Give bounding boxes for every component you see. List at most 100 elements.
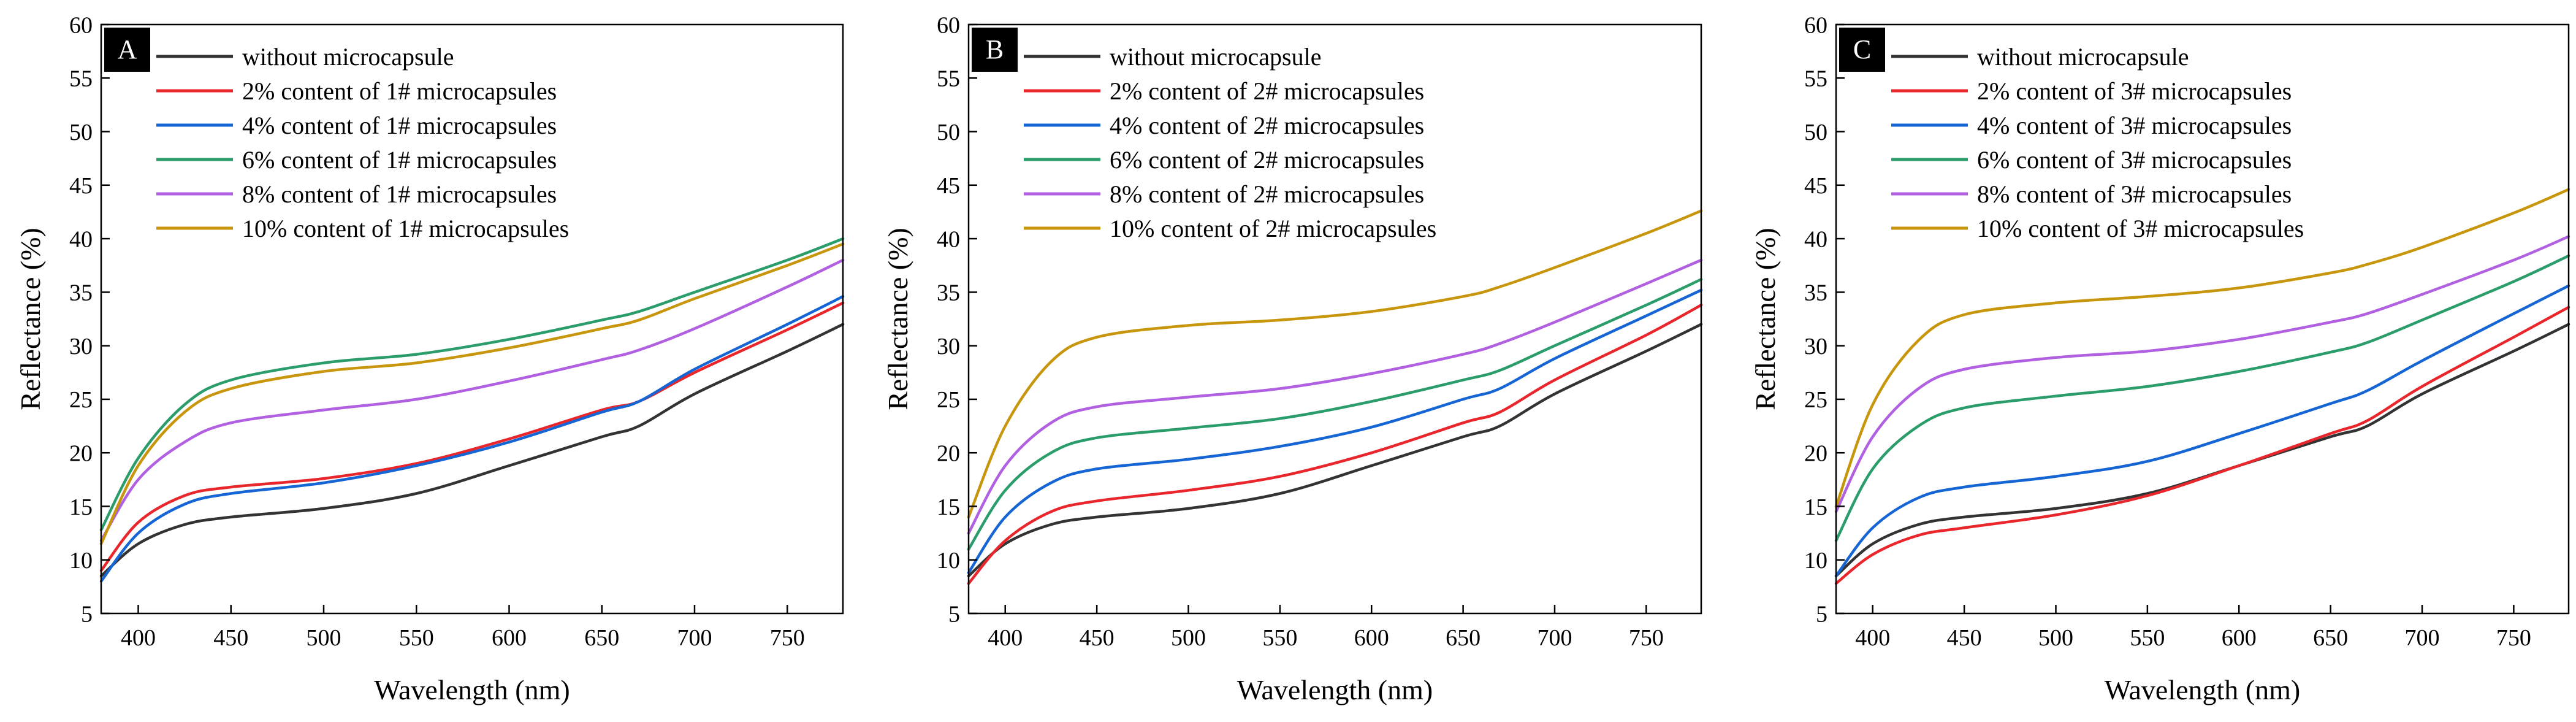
y-tick-label: 45: [1804, 173, 1827, 199]
y-axis-title: Reflectance (%): [1750, 228, 1781, 410]
series-line-1: [1834, 323, 2570, 578]
legend-label-6: 10% content of 2# microcapsules: [1110, 215, 1436, 242]
legend: without microcapsule 2% content of 1# mic…: [156, 43, 569, 242]
y-tick-label: 60: [1804, 12, 1827, 38]
y-tick-label: 55: [69, 66, 93, 92]
x-tick-label: 700: [2405, 625, 2440, 651]
panel-label: A: [118, 34, 137, 64]
legend-label-6: 10% content of 3# microcapsules: [1977, 215, 2304, 242]
y-tick-label: 5: [1816, 601, 1827, 627]
legend-label-3: 4% content of 1# microcapsules: [242, 112, 557, 139]
series-line-5: [99, 258, 845, 542]
y-tick-label: 60: [69, 12, 93, 38]
y-tick-label: 50: [1804, 120, 1827, 145]
y-axis: 5 10 15 20 25 30 35 40 45 50 55 60: [69, 12, 110, 627]
legend-label-1: without microcapsule: [1977, 43, 2189, 71]
series-line-5: [1834, 235, 2570, 513]
legend: without microcapsule 2% content of 2# mic…: [1024, 43, 1436, 242]
y-tick-label: 40: [1804, 226, 1827, 252]
chart-panel-a: 5 10 15 20 25 30 35 40 45 50 55 60 400 450 500 550 600 65…: [15, 12, 845, 705]
y-tick-label: 15: [69, 494, 93, 520]
series-line-6: [99, 242, 845, 545]
y-tick-label: 50: [69, 120, 93, 145]
y-tick-label: 20: [937, 440, 960, 466]
x-tick-label: 600: [492, 625, 527, 651]
legend-label-4: 6% content of 3# microcapsules: [1977, 146, 2292, 174]
y-tick-label: 30: [69, 334, 93, 359]
panel-label: C: [1853, 34, 1871, 64]
y-tick-label: 40: [69, 226, 93, 252]
y-tick-label: 10: [937, 548, 960, 574]
panel-label-badge: [972, 28, 1018, 72]
y-tick-label: 30: [1804, 334, 1827, 359]
y-tick-label: 20: [69, 440, 93, 466]
x-axis: 400 450 500 550 600 650 700 750: [988, 605, 1664, 651]
y-tick-label: 50: [937, 120, 960, 145]
x-tick-label: 550: [2130, 625, 2165, 651]
series-lines: [967, 209, 1703, 585]
legend-label-1: without microcapsule: [242, 43, 454, 71]
y-axis: 5 10 15 20 25 30 35 40 45 50 55 60: [1804, 12, 1845, 627]
series-lines: [1834, 188, 2570, 585]
x-tick-label: 750: [2496, 625, 2531, 651]
x-tick-label: 600: [2222, 625, 2257, 651]
legend: without microcapsule 2% content of 3# mic…: [1891, 43, 2304, 242]
legend-label-2: 2% content of 1# microcapsules: [242, 77, 557, 105]
x-tick-label: 500: [1171, 625, 1206, 651]
legend-label-4: 6% content of 2# microcapsules: [1110, 146, 1424, 174]
panel-label-badge: [1839, 28, 1885, 72]
legend-label-5: 8% content of 3# microcapsules: [1977, 180, 2292, 208]
y-tick-label: 40: [937, 226, 960, 252]
x-tick-label: 750: [1629, 625, 1664, 651]
y-tick-label: 10: [1804, 548, 1827, 574]
x-tick-label: 450: [1947, 625, 1982, 651]
y-tick-label: 55: [1804, 66, 1827, 92]
series-line-1: [967, 323, 1703, 578]
y-tick-label: 10: [69, 548, 93, 574]
x-tick-label: 500: [2038, 625, 2073, 651]
series-line-2: [1834, 305, 2570, 585]
x-tick-label: 450: [213, 625, 248, 651]
series-lines: [99, 237, 845, 583]
y-tick-label: 35: [1804, 280, 1827, 306]
x-axis-title: Wavelength (nm): [374, 674, 570, 705]
x-tick-label: 650: [584, 625, 619, 651]
y-tick-label: 30: [937, 334, 960, 359]
y-tick-label: 15: [937, 494, 960, 520]
x-axis-title: Wavelength (nm): [2105, 674, 2300, 705]
y-axis-title: Reflectance (%): [15, 228, 46, 410]
chart-panel-c: 5 10 15 20 25 30 35 40 45 50 55 60 400 450 500 550 600 65…: [1750, 12, 2570, 705]
chart-panel-b: 5 10 15 20 25 30 35 40 45 50 55 60 400 450 500 550 600 65…: [882, 12, 1703, 705]
x-axis-title: Wavelength (nm): [1237, 674, 1433, 705]
y-axis-title: Reflectance (%): [882, 228, 913, 410]
series-line-3: [967, 288, 1703, 574]
legend-label-6: 10% content of 1# microcapsules: [242, 215, 569, 242]
x-axis: 400 450 500 550 600 650 700 750: [1855, 605, 2531, 651]
y-tick-label: 45: [69, 173, 93, 199]
legend-label-2: 2% content of 2# microcapsules: [1110, 77, 1424, 105]
legend-label-3: 4% content of 2# microcapsules: [1110, 112, 1424, 139]
x-tick-label: 400: [988, 625, 1023, 651]
x-tick-label: 550: [1262, 625, 1297, 651]
x-tick-label: 450: [1080, 625, 1115, 651]
y-tick-label: 35: [937, 280, 960, 306]
y-tick-label: 20: [1804, 440, 1827, 466]
y-tick-label: 60: [937, 12, 960, 38]
series-line-6: [967, 209, 1703, 519]
series-line-4: [967, 278, 1703, 551]
y-tick-label: 45: [937, 173, 960, 199]
x-tick-label: 500: [307, 625, 341, 651]
x-tick-label: 700: [1538, 625, 1572, 651]
series-line-2: [99, 301, 845, 572]
y-tick-label: 35: [69, 280, 93, 306]
panel-label: B: [986, 34, 1004, 64]
series-line-3: [1834, 284, 2570, 578]
y-tick-label: 5: [948, 601, 960, 627]
y-tick-label: 55: [937, 66, 960, 92]
panel-label-badge: [104, 28, 150, 72]
series-line-4: [99, 237, 845, 532]
plot-frame: [1835, 23, 2570, 615]
legend-label-5: 8% content of 1# microcapsules: [242, 180, 557, 208]
x-tick-label: 750: [770, 625, 805, 651]
